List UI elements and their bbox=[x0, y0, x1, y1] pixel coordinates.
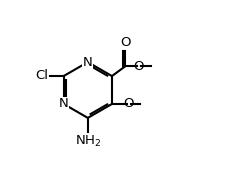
Text: O: O bbox=[133, 60, 144, 73]
Text: N: N bbox=[58, 97, 68, 111]
Text: O: O bbox=[122, 97, 133, 111]
Text: N: N bbox=[83, 56, 92, 69]
Text: O: O bbox=[120, 36, 130, 50]
Text: Cl: Cl bbox=[35, 69, 48, 82]
Text: NH$_2$: NH$_2$ bbox=[74, 134, 101, 149]
